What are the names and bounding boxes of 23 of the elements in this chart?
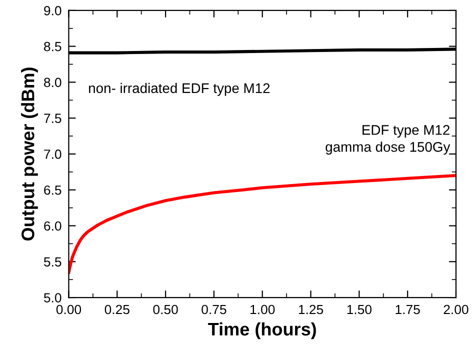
x-tick-label: 0.00 <box>56 304 82 314</box>
y-tick-label: 6.0 <box>44 221 62 231</box>
y-tick-label: 7.0 <box>44 150 62 159</box>
x-axis-title: Time (hours) <box>208 322 316 340</box>
x-tick-label: 1.50 <box>347 304 372 314</box>
y-axis-title: Output power (dBm) <box>21 68 38 240</box>
y-tick-label: 5.0 <box>44 293 62 302</box>
y-tick-label: 8.0 <box>44 78 62 88</box>
y-tick-label: 7.5 <box>44 114 62 124</box>
y-tick-label: 5.5 <box>44 257 62 267</box>
x-tick-label: 1.75 <box>396 304 420 314</box>
annotation: non- irradiated EDF type M12 <box>89 82 270 96</box>
y-tick-label: 9.0 <box>44 6 62 16</box>
x-tick-label: 0.25 <box>104 304 130 314</box>
x-tick-label: 0.50 <box>153 304 178 314</box>
y-tick-label: 8.5 <box>44 42 62 52</box>
y-tick-label: 6.5 <box>44 185 62 195</box>
annotation: EDF type M12 gamma dose 150Gy <box>326 125 450 155</box>
x-tick-label: 0.75 <box>202 304 226 314</box>
line-series <box>68 174 456 274</box>
x-tick-label: 1.00 <box>250 304 275 314</box>
x-tick-label: 1.25 <box>298 304 324 314</box>
x-tick-label: 2.00 <box>444 304 468 314</box>
